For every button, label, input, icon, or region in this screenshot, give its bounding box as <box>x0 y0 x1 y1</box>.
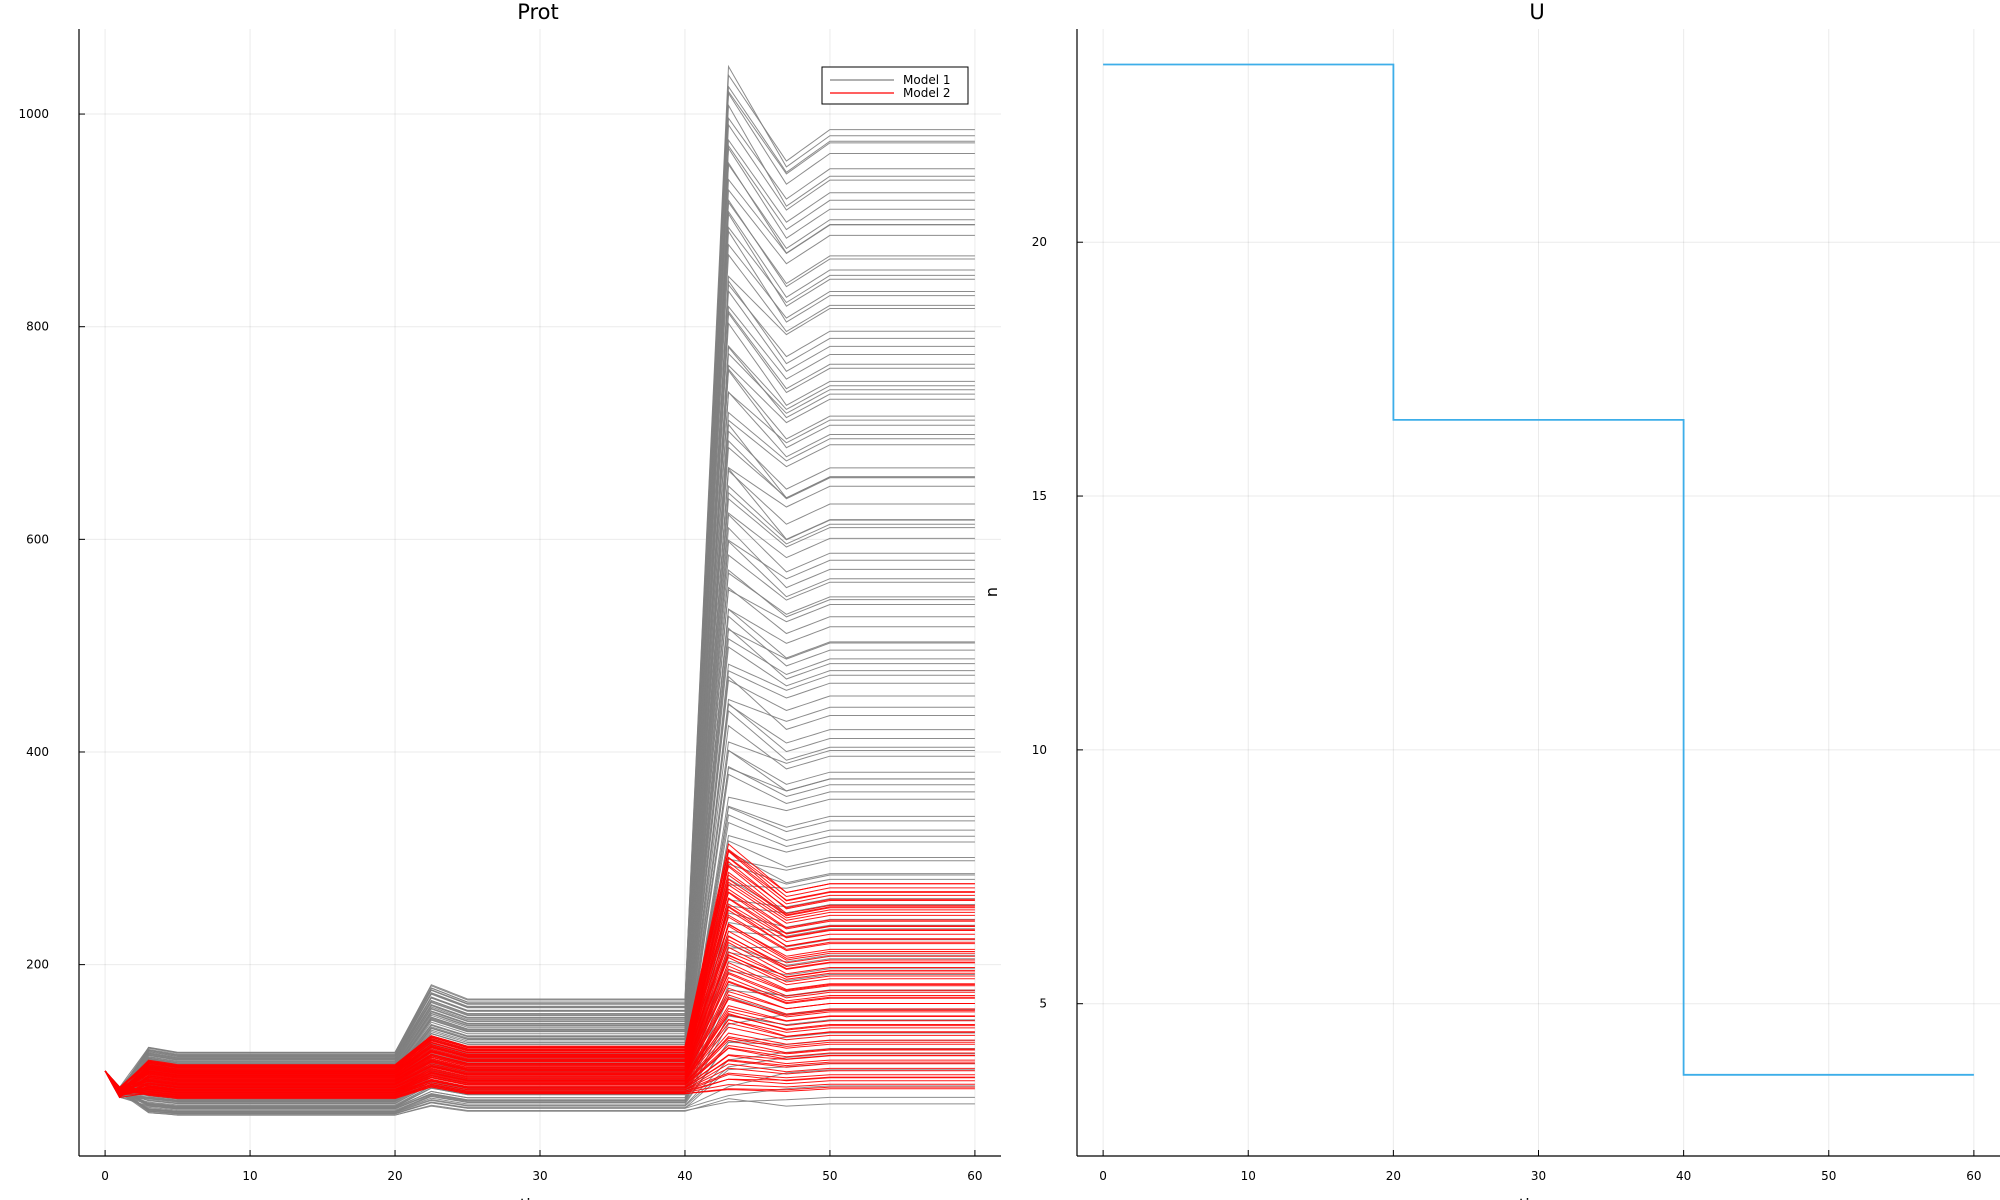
trajectory-line <box>104 1070 975 1098</box>
u-ytick-label: 20 <box>1032 235 1047 249</box>
trajectory-line <box>104 871 975 1089</box>
trajectory-line <box>104 939 975 1091</box>
trajectory-line <box>104 843 975 1091</box>
trajectory-line <box>104 1010 975 1096</box>
u-ytick-label: 10 <box>1032 743 1047 757</box>
prot-xlabel: time <box>520 1195 556 1200</box>
prot-ytick-label: 800 <box>26 320 49 334</box>
trajectory-line <box>104 210 975 1097</box>
trajectory-line <box>104 997 975 1090</box>
trajectory-line <box>104 905 975 1093</box>
legend-label-model-1: Model 1 <box>903 73 950 87</box>
u-ytick-label: 5 <box>1039 997 1047 1011</box>
prot-ytick-label: 400 <box>26 745 49 759</box>
u-xtick-label: 20 <box>1386 1169 1401 1183</box>
trajectory-line <box>104 977 975 1096</box>
u-xlabel: time <box>1519 1195 1555 1200</box>
prot-xtick-label: 50 <box>822 1169 837 1183</box>
u-xtick-label: 10 <box>1241 1169 1256 1183</box>
u-ytick-label: 15 <box>1032 489 1047 503</box>
u-xtick-label: 60 <box>1966 1169 1981 1183</box>
u-step-line <box>1103 63 1974 1076</box>
trajectory-line <box>104 163 975 1098</box>
prot-xtick-label: 20 <box>387 1169 402 1183</box>
prot-ytick-label: 600 <box>26 532 49 546</box>
trajectory-line <box>104 64 975 1092</box>
trajectory-line <box>104 226 975 1096</box>
trajectory-line <box>104 930 975 1091</box>
prot-grid <box>79 29 1001 1156</box>
u-grid <box>1077 29 2000 1156</box>
legend-box <box>821 66 969 105</box>
u-axes: 0 10 20 30 40 50 60 5 10 15 20 <box>1032 29 2000 1183</box>
u-plot: U 0 10 20 30 40 50 60 5 10 15 20 time u <box>984 0 2000 1200</box>
prot-ytick-label: 200 <box>26 958 49 972</box>
u-xtick-label: 50 <box>1821 1169 1836 1183</box>
u-xtick-label: 0 <box>1099 1169 1107 1183</box>
prot-ytick-label: 1000 <box>18 107 49 121</box>
legend-label-model-2: Model 2 <box>903 86 950 100</box>
u-ylabel: u <box>984 587 1003 597</box>
trajectory-line <box>104 91 975 1097</box>
prot-xtick-label: 40 <box>677 1169 692 1183</box>
trajectory-line <box>104 1059 975 1095</box>
u-series <box>1103 63 1974 1076</box>
u-title: U <box>1529 0 1544 24</box>
prot-xtick-label: 60 <box>967 1169 982 1183</box>
trajectory-line <box>104 1070 975 1116</box>
prot-axes: 0 10 20 30 40 50 60 200 400 600 800 1000 <box>18 29 1001 1183</box>
prot-xtick-label: 10 <box>242 1169 257 1183</box>
u-xtick-label: 40 <box>1676 1169 1691 1183</box>
prot-xtick-label: 30 <box>532 1169 547 1183</box>
prot-series <box>104 64 975 1116</box>
u-xtick-label: 30 <box>1531 1169 1546 1183</box>
trajectory-line <box>104 1070 975 1098</box>
trajectory-line <box>104 138 975 1097</box>
series-2 <box>104 843 975 1100</box>
prot-title: Prot <box>517 0 559 24</box>
prot-xtick-label: 0 <box>101 1169 109 1183</box>
prot-legend: Model 1 Model 2 <box>821 66 969 105</box>
